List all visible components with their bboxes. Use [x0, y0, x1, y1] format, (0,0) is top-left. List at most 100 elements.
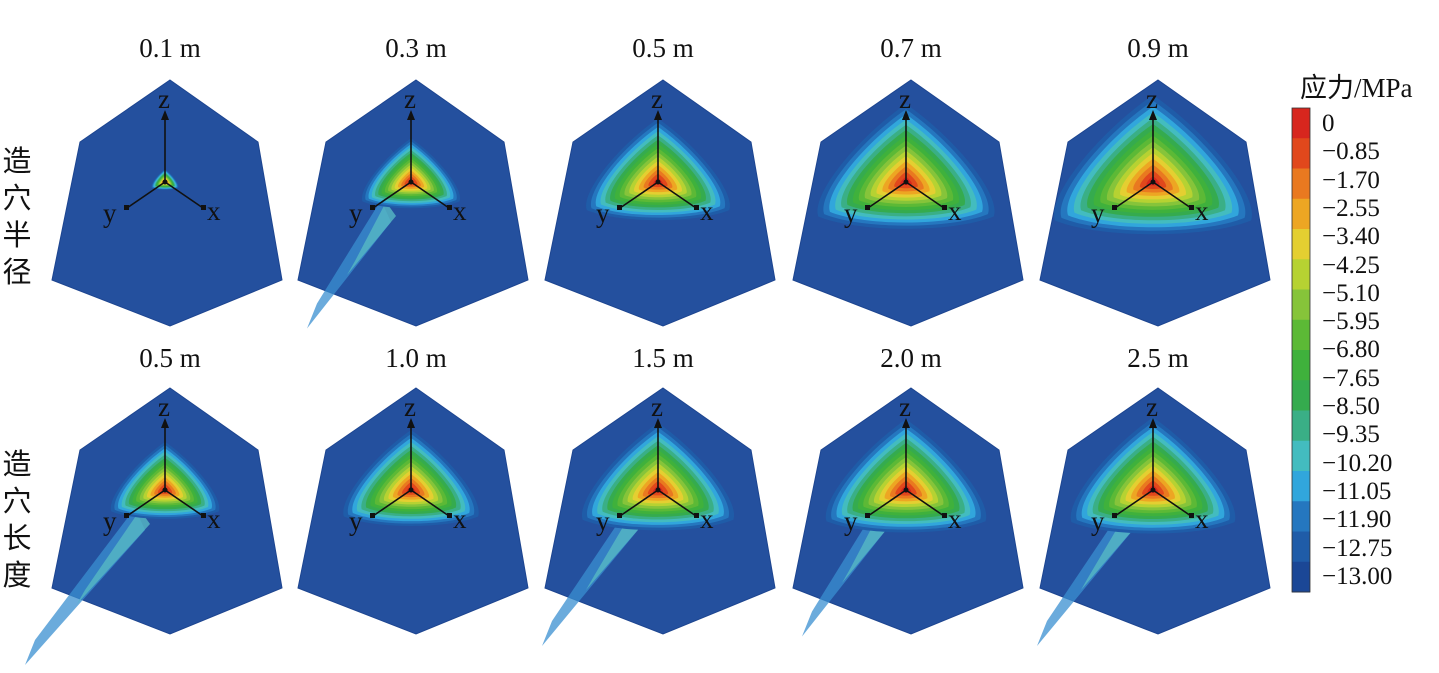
y-axis-label: y	[844, 198, 858, 228]
legend-tick-label: −11.90	[1322, 506, 1392, 534]
z-arrowhead	[407, 418, 415, 428]
z-arrowhead	[407, 110, 415, 120]
x-axis-label: x	[700, 504, 714, 534]
z-arrowhead	[161, 110, 169, 120]
z-axis-label: z	[899, 84, 911, 114]
x-axis-label: x	[207, 196, 221, 226]
stress-tail	[307, 200, 391, 329]
legend-tick-label: −0.85	[1322, 138, 1380, 166]
axis-origin	[903, 487, 909, 493]
z-arrowhead	[654, 418, 662, 428]
legend-swatch	[1292, 229, 1310, 260]
panel-title: 2.0 m	[880, 343, 942, 373]
z-axis-label: z	[404, 84, 416, 114]
axis-origin	[1150, 179, 1156, 185]
axis-origin	[655, 487, 661, 493]
x-axis	[1152, 181, 1192, 209]
contour-panel: z y x	[297, 387, 529, 635]
legend-tick-label: −9.35	[1322, 421, 1380, 449]
z-axis-label: z	[651, 392, 663, 422]
y-axis-label: y	[1091, 198, 1105, 228]
x-axis	[657, 181, 697, 209]
y-axis-label: y	[844, 506, 858, 536]
contour-panel: z y x	[542, 387, 776, 646]
cube-surface	[51, 79, 283, 327]
panel-title: 0.3 m	[385, 33, 447, 63]
legend-swatch	[1292, 501, 1310, 532]
panel-title: 2.5 m	[1127, 343, 1189, 373]
y-axis-tip	[865, 205, 870, 210]
y-axis-tip	[370, 513, 375, 518]
legend-tick-label: 0	[1322, 110, 1335, 137]
x-axis	[410, 489, 450, 517]
y-axis	[867, 181, 907, 209]
axis-origin	[408, 179, 414, 185]
z-arrowhead	[902, 418, 910, 428]
legend-tick-label: −3.40	[1322, 223, 1380, 251]
contour-panel: z y x	[792, 79, 1024, 327]
legend-tick-label: −1.70	[1322, 166, 1380, 194]
contour-panel: z y x	[51, 79, 283, 327]
x-axis	[1152, 489, 1192, 517]
y-axis-tip	[1112, 205, 1117, 210]
x-axis	[410, 181, 450, 209]
legend-swatch	[1292, 168, 1310, 200]
y-axis	[126, 489, 166, 517]
axis-origin	[903, 179, 909, 185]
y-axis-tip	[865, 513, 870, 518]
y-axis	[867, 489, 907, 517]
x-axis-tip	[1189, 513, 1194, 518]
legend-tick-label: −4.25	[1322, 251, 1380, 279]
contour-panel: z y x	[25, 387, 283, 665]
panel-title: 0.1 m	[139, 33, 201, 63]
legend-swatch	[1292, 350, 1310, 381]
z-arrowhead	[1149, 418, 1157, 428]
panel-title: 0.7 m	[880, 33, 942, 63]
x-axis-label: x	[948, 504, 962, 534]
legend-swatch	[1292, 531, 1310, 563]
legend-swatch	[1292, 380, 1310, 411]
row-label-char: 造	[2, 447, 32, 481]
y-axis-tip	[124, 205, 129, 210]
x-axis	[905, 181, 945, 209]
legend-tick-label: −6.80	[1322, 336, 1380, 364]
y-axis-label: y	[349, 198, 363, 228]
legend-swatch	[1292, 440, 1310, 472]
legend-tick-label: −10.20	[1322, 449, 1393, 477]
z-arrowhead	[161, 418, 169, 428]
y-axis-label: y	[596, 198, 610, 228]
x-axis	[164, 181, 204, 209]
y-axis	[1114, 489, 1154, 517]
x-axis-tip	[447, 513, 452, 518]
z-axis-label: z	[1146, 84, 1158, 114]
x-axis-tip	[447, 205, 452, 210]
y-axis-tip	[1112, 513, 1117, 518]
legend-tick-label: −7.65	[1322, 364, 1380, 392]
legend-tick-label: −11.05	[1322, 477, 1392, 505]
z-axis-label: z	[899, 392, 911, 422]
panel-title: 1.5 m	[632, 343, 694, 373]
x-axis-label: x	[700, 196, 714, 226]
y-axis	[619, 181, 659, 209]
stress-tail-inner	[77, 510, 150, 604]
legend-title: 应力/MPa	[1300, 73, 1413, 103]
stress-tail-inner	[586, 510, 643, 590]
axis-origin	[162, 179, 168, 185]
x-axis-tip	[942, 205, 947, 210]
contour-panel: z y x	[1037, 387, 1271, 646]
y-axis-tip	[370, 205, 375, 210]
y-axis-label: y	[349, 506, 363, 536]
legend-colorbar	[1291, 107, 1311, 593]
x-axis-label: x	[453, 196, 467, 226]
row-label-char: 径	[2, 255, 32, 289]
legend-swatch	[1292, 108, 1310, 139]
row-label-char: 穴	[2, 484, 32, 518]
x-axis-label: x	[453, 504, 467, 534]
z-arrowhead	[1149, 110, 1157, 120]
contour-panel: z y x	[544, 79, 776, 327]
y-axis	[372, 489, 412, 517]
legend-swatch	[1292, 198, 1310, 230]
x-axis-tip	[694, 513, 699, 518]
z-axis-label: z	[158, 392, 170, 422]
